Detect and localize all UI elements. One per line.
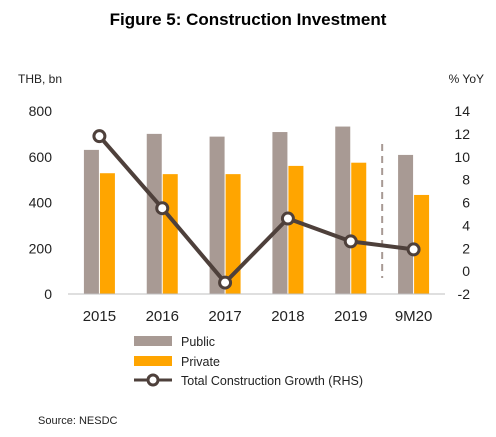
legend-swatch-private [134, 356, 172, 366]
left-axis-ticks: 0 200 400 600 800 [29, 103, 53, 302]
growth-point [406, 242, 421, 257]
right-tick-label: 0 [462, 263, 470, 279]
category-label: 2017 [208, 308, 241, 325]
right-axis-unit: % YoY [449, 72, 484, 86]
legend-label-growth: Total Construction Growth (RHS) [181, 374, 363, 388]
legend-label-private: Private [181, 355, 220, 369]
growth-line-series [92, 129, 421, 290]
bar-public [209, 136, 225, 294]
category-label: 9M20 [395, 308, 433, 325]
right-tick-label: 4 [462, 217, 470, 233]
category-label: 2019 [334, 308, 367, 325]
legend-label-public: Public [181, 335, 215, 349]
bar-private [225, 174, 241, 294]
bar-public [146, 133, 162, 294]
right-tick-label: 14 [454, 103, 470, 119]
right-axis-ticks: -2 0 2 4 6 8 10 12 14 [454, 103, 470, 302]
bar-private [414, 194, 430, 294]
bar-public [335, 126, 351, 295]
left-tick-label: 0 [44, 286, 52, 302]
legend-marker-growth [146, 373, 160, 387]
growth-point [92, 129, 107, 144]
right-tick-label: 2 [462, 240, 470, 256]
source-note: Source: NESDC [38, 415, 118, 427]
growth-point [280, 211, 295, 226]
category-label: 2016 [146, 308, 179, 325]
legend-swatch-public [134, 336, 172, 346]
bar-private [351, 162, 367, 294]
bar-public [83, 149, 99, 294]
left-tick-label: 200 [29, 240, 53, 256]
bar-private [288, 165, 304, 294]
left-tick-label: 800 [29, 103, 53, 119]
bar-private [99, 173, 115, 294]
category-label: 2015 [83, 308, 116, 325]
category-labels: 2015 2016 2017 2018 2019 9M20 [83, 308, 433, 325]
bar-series [83, 126, 430, 295]
growth-point [343, 234, 358, 249]
right-tick-label: 8 [462, 172, 470, 188]
right-tick-label: 12 [454, 126, 470, 142]
growth-point [218, 275, 233, 290]
left-tick-label: 600 [29, 149, 53, 165]
legend: Public Private Total Construction Growth… [134, 335, 363, 388]
growth-line [97, 134, 414, 285]
left-axis-unit: THB, bn [18, 72, 62, 86]
bar-private [162, 174, 178, 294]
left-tick-label: 400 [29, 195, 53, 211]
category-label: 2018 [271, 308, 304, 325]
chart-title: Figure 5: Construction Investment [110, 10, 387, 29]
right-tick-label: -2 [458, 286, 471, 302]
bar-public [272, 132, 288, 294]
right-tick-label: 10 [454, 149, 470, 165]
growth-point [155, 201, 170, 216]
bar-public [398, 154, 414, 294]
right-tick-label: 6 [462, 195, 470, 211]
